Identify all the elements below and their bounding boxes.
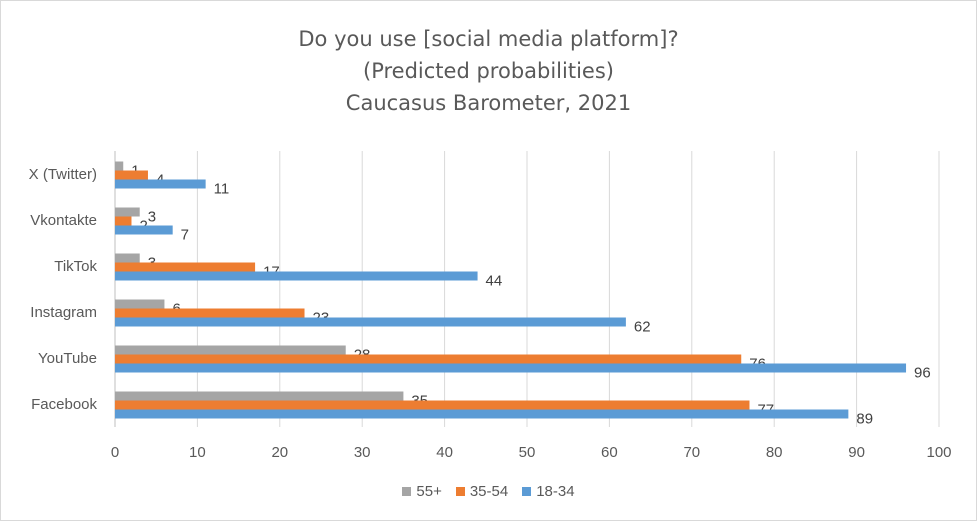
bar-facebook-55-plus	[115, 391, 404, 401]
x-tick-label-40: 40	[436, 444, 453, 461]
bar-instagram-18-34	[115, 317, 626, 327]
data-label-facebook-18-34: 89	[856, 411, 873, 428]
legend-label-55-plus: 55+	[416, 483, 442, 500]
bar-youtube-18-34	[115, 363, 907, 373]
legend-item-35-54: 35-54	[455, 483, 509, 500]
legend: 55+ 35-54 18-34	[1, 483, 976, 500]
chart-title-line-3: Caucasus Barometer, 2021	[345, 91, 632, 115]
x-tick-label-50: 50	[519, 444, 536, 461]
x-tick-label-70: 70	[683, 444, 700, 461]
legend-label-18-34: 18-34	[536, 483, 575, 500]
category-label-facebook: Facebook	[31, 396, 97, 413]
x-tick-label-90: 90	[848, 444, 865, 461]
chart-title: Do you use [social media platform]? (Pre…	[1, 23, 976, 119]
x-tick-label-100: 100	[926, 444, 951, 461]
bar-tiktok-55-plus	[115, 253, 140, 263]
bar-x-twitter-35-54	[115, 170, 148, 180]
x-tick-label-10: 10	[189, 444, 206, 461]
bar-x-twitter-55-plus	[115, 161, 124, 171]
bar-vkontakte-35-54	[115, 216, 132, 226]
x-tick-label-60: 60	[601, 444, 618, 461]
bar-instagram-55-plus	[115, 299, 165, 309]
legend-item-18-34: 18-34	[522, 483, 575, 500]
legend-swatch-55-plus	[402, 487, 412, 496]
bar-youtube-35-54	[115, 354, 742, 364]
data-label-vkontakte-55-plus: 3	[148, 209, 156, 226]
bar-tiktok-35-54	[115, 262, 256, 272]
bar-facebook-18-34	[115, 409, 849, 419]
data-label-tiktok-18-34: 44	[486, 273, 503, 290]
x-tick-label-80: 80	[766, 444, 783, 461]
data-label-youtube-18-34: 96	[914, 365, 931, 382]
data-label-vkontakte-18-34: 7	[181, 227, 189, 244]
bar-instagram-35-54	[115, 308, 305, 318]
x-tick-label-30: 30	[354, 444, 371, 461]
category-label-youtube: YouTube	[38, 350, 97, 367]
bar-vkontakte-18-34	[115, 225, 173, 235]
legend-swatch-18-34	[522, 487, 532, 496]
legend-item-55-plus: 55+	[402, 483, 442, 500]
data-label-x-twitter-18-34: 11	[214, 181, 230, 198]
category-label-instagram: Instagram	[30, 304, 97, 321]
legend-swatch-35-54	[455, 487, 465, 496]
bar-x-twitter-18-34	[115, 179, 206, 189]
chart-title-line-2: (Predicted probabilities)	[363, 59, 614, 83]
category-label-x-twitter: X (Twitter)	[29, 166, 97, 183]
bar-tiktok-18-34	[115, 271, 478, 281]
data-label-instagram-18-34: 62	[634, 319, 651, 336]
category-label-vkontakte: Vkontakte	[30, 212, 97, 229]
legend-label-35-54: 35-54	[469, 483, 509, 500]
bar-facebook-35-54	[115, 400, 750, 410]
bar-youtube-55-plus	[115, 345, 346, 355]
x-tick-label-20: 20	[271, 444, 288, 461]
bar-vkontakte-55-plus	[115, 207, 140, 217]
chart-title-line-1: Do you use [social media platform]?	[298, 27, 679, 51]
category-label-tiktok: TikTok	[54, 258, 97, 275]
x-tick-label-0: 0	[111, 444, 119, 461]
